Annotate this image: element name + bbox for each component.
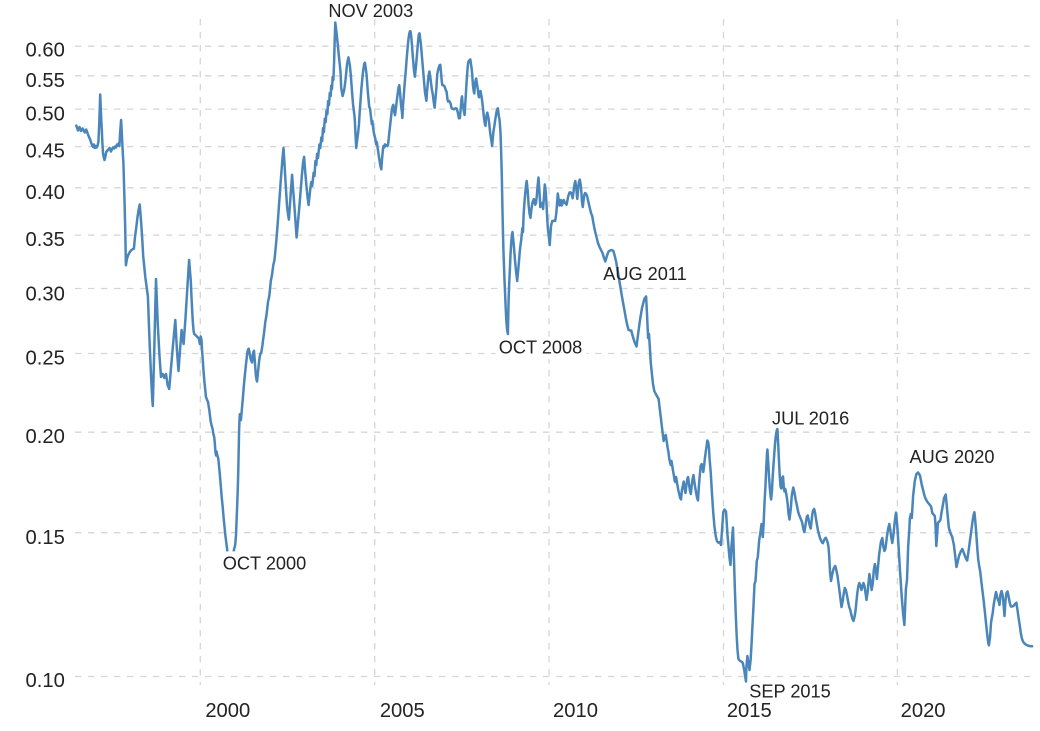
- svg-text:AUG 2020: AUG 2020: [910, 447, 995, 467]
- svg-text:2005: 2005: [380, 700, 425, 722]
- svg-text:0.25: 0.25: [26, 347, 65, 369]
- svg-text:OCT 2000: OCT 2000: [223, 554, 307, 574]
- svg-text:AUG 2011: AUG 2011: [603, 264, 687, 284]
- svg-text:2000: 2000: [205, 700, 250, 722]
- svg-text:0.55: 0.55: [26, 70, 65, 92]
- svg-text:0.50: 0.50: [26, 104, 65, 126]
- svg-text:0.15: 0.15: [26, 527, 65, 549]
- svg-text:0.35: 0.35: [26, 229, 65, 251]
- svg-text:0.45: 0.45: [26, 141, 65, 163]
- svg-text:JUL 2016: JUL 2016: [772, 409, 849, 429]
- svg-text:OCT 2008: OCT 2008: [499, 338, 583, 358]
- svg-text:2020: 2020: [901, 700, 946, 722]
- svg-text:SEP 2015: SEP 2015: [749, 681, 831, 701]
- svg-text:0.60: 0.60: [26, 39, 65, 61]
- svg-text:2010: 2010: [553, 700, 598, 722]
- svg-text:0.40: 0.40: [26, 182, 65, 204]
- svg-text:2015: 2015: [727, 700, 772, 722]
- svg-text:NOV 2003: NOV 2003: [328, 1, 413, 21]
- svg-text:0.30: 0.30: [26, 283, 65, 305]
- svg-text:0.20: 0.20: [26, 426, 65, 448]
- svg-text:0.10: 0.10: [26, 670, 65, 692]
